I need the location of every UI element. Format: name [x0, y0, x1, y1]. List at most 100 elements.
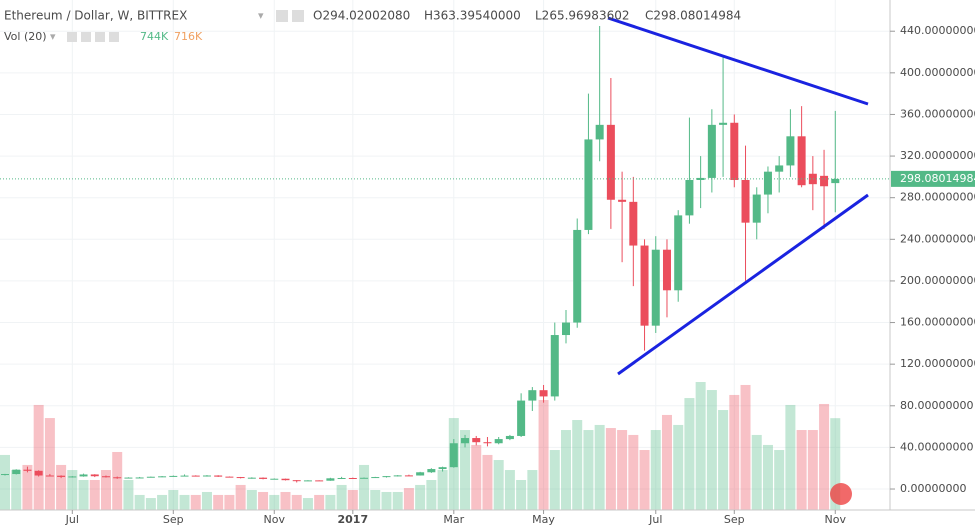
volume-bar	[213, 494, 224, 510]
volume-bar	[639, 450, 650, 510]
chart-title: Ethereum / Dollar, W, BITTREX	[4, 9, 187, 23]
ohlc-open: O294.02002080	[313, 9, 410, 23]
volume-bar	[123, 480, 134, 510]
y-tick-label: 400.00000000	[900, 66, 975, 79]
candle-body	[741, 180, 750, 223]
axis: 0.00000000 40.00000000 80.00000000 120.0000…	[65, 24, 975, 526]
candle-body	[236, 477, 245, 479]
y-tick-label: 240.00000000	[900, 232, 975, 245]
candle-body	[438, 467, 447, 470]
format-icon[interactable]	[95, 32, 105, 42]
candle-body	[281, 478, 290, 481]
volume-bar	[493, 460, 504, 510]
volume-bar	[549, 450, 560, 510]
x-tick-label: Nov	[264, 513, 286, 526]
trend-line[interactable]	[607, 16, 869, 106]
close-icon[interactable]	[109, 32, 119, 42]
candle-body	[719, 122, 728, 125]
candle-body	[730, 122, 739, 181]
volume-bar	[179, 494, 190, 510]
volume-bar	[605, 428, 616, 510]
volume-bar	[0, 454, 10, 510]
candle-body	[12, 469, 21, 475]
volume-bar	[751, 434, 762, 510]
candle-body	[68, 476, 77, 478]
eye-icon[interactable]	[67, 32, 77, 42]
settings-icon[interactable]	[81, 32, 91, 42]
candle-body	[820, 175, 829, 187]
eye-icon[interactable]	[276, 10, 288, 22]
candle-body	[517, 400, 526, 436]
dropdown-arrow[interactable]: ▾	[258, 9, 264, 22]
candle-body	[573, 229, 582, 323]
y-tick-label: 80.00000000	[900, 399, 973, 412]
x-tick-label: Sep	[163, 513, 184, 526]
volume-bar	[807, 430, 818, 510]
volume-bar	[381, 491, 392, 510]
volume-bar	[527, 470, 538, 510]
candle-body	[113, 477, 122, 479]
volume-bar	[56, 464, 67, 510]
candle-body	[34, 470, 43, 476]
volume-bar	[302, 498, 313, 510]
candle-body	[202, 475, 211, 477]
settings-icon[interactable]	[292, 10, 304, 22]
candle-body	[831, 178, 840, 184]
x-tick-label: May	[532, 513, 555, 526]
candle-body	[528, 390, 537, 401]
candle-body	[259, 477, 268, 479]
volume-bar	[89, 480, 100, 510]
candle-body	[539, 390, 548, 397]
volume-bar	[168, 490, 179, 510]
candle-body	[292, 480, 301, 482]
volume-bar	[594, 424, 605, 510]
y-tick-label: 120.00000000	[900, 357, 975, 370]
candle-body	[416, 472, 425, 476]
volume-bar	[67, 470, 78, 510]
candle-body	[180, 475, 189, 477]
volume-bar	[145, 498, 156, 510]
volume-bar	[572, 420, 583, 510]
candle-body	[382, 476, 391, 478]
volume-value: 744K	[140, 30, 169, 43]
volume-bar	[224, 494, 235, 510]
candle-body	[404, 475, 413, 477]
volume-bar	[695, 382, 706, 510]
volume-bar	[819, 403, 830, 510]
volume-bar	[134, 494, 145, 510]
candle-body	[427, 469, 436, 473]
candle-body	[775, 165, 784, 172]
volume-bar	[258, 491, 269, 510]
last-price-label: 298.08014984	[900, 172, 975, 185]
volume-bar	[359, 464, 370, 510]
volume-bar	[190, 494, 201, 510]
candle-body	[505, 435, 514, 440]
dropdown-arrow[interactable]: ▾	[50, 30, 56, 43]
candle-body	[191, 475, 200, 477]
volume-bar	[426, 480, 437, 510]
volume-pane	[0, 382, 841, 510]
candle-body	[685, 180, 694, 216]
volume-bar	[11, 470, 22, 510]
candle-body	[45, 475, 54, 477]
y-tick-label: 280.00000000	[900, 191, 975, 204]
volume-bar	[471, 444, 482, 510]
volume-bar	[325, 494, 336, 510]
volume-bar	[347, 490, 358, 510]
y-tick-label: 200.00000000	[900, 274, 975, 287]
volume-bar	[336, 484, 347, 510]
y-tick-label: 160.00000000	[900, 316, 975, 329]
y-tick-label: 40.00000000	[900, 440, 973, 453]
volume-bar	[22, 464, 33, 510]
y-tick-label: 440.00000000	[900, 24, 975, 37]
trend-line[interactable]	[617, 193, 869, 376]
volume-bar	[706, 390, 717, 510]
y-tick-label: 360.00000000	[900, 107, 975, 120]
x-tick-label: 2017	[338, 513, 369, 526]
candle-body	[449, 443, 458, 468]
volume-bar	[235, 484, 246, 510]
candle-body	[247, 477, 256, 479]
volume-bar	[78, 480, 89, 510]
volume-bar	[504, 470, 515, 510]
volume-bar	[415, 484, 426, 510]
